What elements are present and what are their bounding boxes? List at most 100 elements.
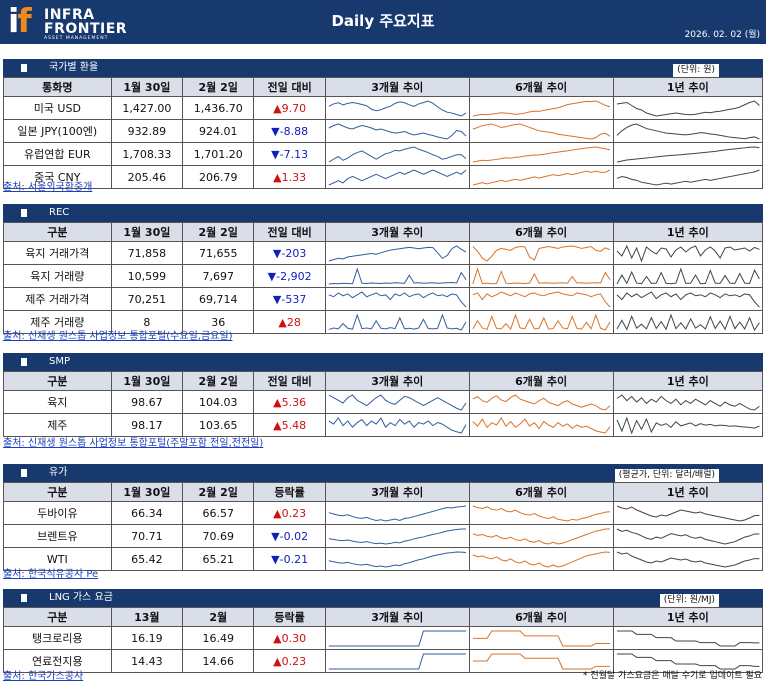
trend-6m-sparkline-line bbox=[473, 631, 610, 646]
trend-1y-sparkline-line bbox=[617, 506, 759, 521]
trend-cell bbox=[468, 165, 614, 189]
source-link[interactable]: 출처: 한국가스공사 bbox=[3, 671, 84, 682]
logo-text-line3: ASSET MANAGEMENT bbox=[44, 36, 109, 41]
column-header: 1월 30일 bbox=[110, 77, 184, 97]
section-unit-label: (단위: 원) bbox=[673, 64, 719, 77]
trend-column-header: 1년 추이 bbox=[612, 77, 764, 97]
trend-cell bbox=[468, 524, 614, 548]
column-header: 1월 30일 bbox=[110, 371, 184, 391]
logo-text-line1: INFRA bbox=[44, 7, 95, 23]
section-marker-icon bbox=[21, 358, 27, 366]
trend-1y-sparkline bbox=[614, 503, 762, 524]
value-current: 7,697 bbox=[182, 264, 255, 288]
table-row: 일본 JPY(100엔) 932.89 924.01 ▼-8.88 bbox=[3, 119, 764, 143]
trend-cell bbox=[324, 96, 470, 120]
trend-1y-sparkline bbox=[614, 289, 762, 310]
trend-1y-sparkline bbox=[614, 243, 762, 264]
trend-cell bbox=[612, 390, 764, 414]
column-header: 2월 2일 bbox=[182, 222, 255, 242]
table-row: 중국 CNY 205.46 206.79 ▲1.33 bbox=[3, 165, 764, 189]
table-row: 유럽연합 EUR 1,708.33 1,701.20 ▼-7.13 bbox=[3, 142, 764, 166]
trend-1y-sparkline bbox=[614, 651, 762, 672]
trend-1y-sparkline bbox=[614, 98, 762, 119]
change-value: ▼-2,902 bbox=[253, 264, 326, 288]
trend-column-header: 3개월 추이 bbox=[324, 77, 470, 97]
column-header: 1월 30일 bbox=[110, 482, 184, 502]
trend-6m-sparkline bbox=[470, 549, 613, 570]
trend-cell bbox=[468, 547, 614, 571]
table-row: 육지 거래량 10,599 7,697 ▼-2,902 bbox=[3, 264, 764, 288]
section-1: REC 구분 1월 30일 2월 2일 전일 대비 3개월 추이 6개월 추이 1년 추이 육지… bbox=[3, 204, 764, 334]
value-current: 70.69 bbox=[182, 524, 255, 548]
trend-cell bbox=[612, 413, 764, 437]
indicator-table: 구분 13월 2월 등락률 3개월 추이 6개월 추이 1년 추이 탱크로리용 16.19 16.… bbox=[3, 607, 764, 673]
row-name: 일본 JPY(100엔) bbox=[3, 119, 112, 143]
trend-3m-sparkline bbox=[326, 549, 469, 570]
trend-3m-sparkline-line bbox=[329, 418, 466, 433]
trend-1y-sparkline-line bbox=[617, 269, 759, 284]
trend-column-header: 1년 추이 bbox=[612, 482, 764, 502]
row-name: 두바이유 bbox=[3, 501, 112, 525]
row-name: 제주 bbox=[3, 413, 112, 437]
page-title: Daily 주요지표 bbox=[331, 12, 435, 30]
trend-1y-sparkline-line bbox=[617, 418, 759, 433]
column-header: 1월 30일 bbox=[110, 222, 184, 242]
trend-1y-sparkline bbox=[614, 167, 762, 188]
trend-3m-sparkline bbox=[326, 526, 469, 547]
source-link[interactable]: 출처: 서울외국환중개 bbox=[3, 182, 93, 193]
trend-6m-sparkline-line bbox=[473, 292, 610, 307]
trend-6m-sparkline bbox=[470, 392, 613, 413]
trend-1y-sparkline-line bbox=[617, 124, 759, 139]
section-marker-icon bbox=[21, 594, 27, 602]
change-value: ▼-0.02 bbox=[253, 524, 326, 548]
row-name: WTI bbox=[3, 547, 112, 571]
report-header: if INFRA FRONTIER ASSET MANAGEMENT Daily… bbox=[0, 0, 766, 44]
trend-1y-sparkline-line bbox=[617, 529, 759, 544]
trend-6m-sparkline bbox=[470, 503, 613, 524]
trend-1y-sparkline-line bbox=[617, 170, 759, 185]
logo-text-line2: FRONTIER bbox=[44, 21, 128, 37]
source-link[interactable]: 출처: 한국석유공사 Pe bbox=[3, 569, 99, 580]
company-logo: if INFRA FRONTIER ASSET MANAGEMENT bbox=[8, 1, 148, 41]
trend-6m-sparkline bbox=[470, 144, 613, 165]
table-header-row: 구분 1월 30일 2월 2일 등락률 3개월 추이 6개월 추이 1년 추이 bbox=[3, 482, 764, 502]
column-header: 2월 2일 bbox=[182, 77, 255, 97]
trend-3m-sparkline-line bbox=[329, 529, 466, 544]
trend-6m-sparkline-line bbox=[473, 124, 610, 139]
row-name: 육지 bbox=[3, 390, 112, 414]
trend-cell bbox=[612, 142, 764, 166]
value-current: 66.57 bbox=[182, 501, 255, 525]
trend-1y-sparkline-line bbox=[617, 631, 759, 646]
trend-1y-sparkline bbox=[614, 415, 762, 436]
footnote: * 전월달 가스요금은 매달 수기로 업데이트 필요 bbox=[583, 671, 762, 681]
section-0: 국가별 환율 (단위: 원) 통화명 1월 30일 2월 2일 전일 대비 3개월 추이 6개… bbox=[3, 59, 764, 189]
column-header: 구분 bbox=[3, 607, 112, 627]
value-current: 36 bbox=[182, 310, 255, 334]
trend-cell bbox=[324, 165, 470, 189]
table-row: WTI 65.42 65.21 ▼-0.21 bbox=[3, 547, 764, 571]
value-prev: 205.46 bbox=[110, 165, 184, 189]
section-title: REC bbox=[49, 207, 70, 218]
value-current: 16.49 bbox=[182, 626, 255, 650]
row-name: 제주 거래가격 bbox=[3, 287, 112, 311]
change-value: ▼-537 bbox=[253, 287, 326, 311]
trend-6m-sparkline-line bbox=[473, 315, 610, 330]
section-header-bar: 국가별 환율 (단위: 원) bbox=[3, 59, 763, 77]
column-header: 구분 bbox=[3, 482, 112, 502]
source-link[interactable]: 출처: 신재생 원스톱 사업정보 통합포털(주말포함 전일,전전일) bbox=[3, 438, 264, 449]
trend-cell bbox=[468, 413, 614, 437]
change-value: ▲5.48 bbox=[253, 413, 326, 437]
column-header: 2월 2일 bbox=[182, 371, 255, 391]
trend-1y-sparkline-line bbox=[617, 315, 759, 330]
table-header-row: 통화명 1월 30일 2월 2일 전일 대비 3개월 추이 6개월 추이 1년 추이 bbox=[3, 77, 764, 97]
trend-3m-sparkline-line bbox=[329, 246, 466, 261]
trend-cell bbox=[468, 142, 614, 166]
row-name: 중국 CNY bbox=[3, 165, 112, 189]
trend-column-header: 3개월 추이 bbox=[324, 482, 470, 502]
trend-cell bbox=[468, 310, 614, 334]
trend-column-header: 6개월 추이 bbox=[468, 482, 614, 502]
trend-3m-sparkline-line bbox=[329, 654, 466, 669]
source-link[interactable]: 출처: 신재생 원스톱 사업정보 통합포털(수요일,금요일) bbox=[3, 331, 233, 342]
change-value: ▼-8.88 bbox=[253, 119, 326, 143]
trend-cell bbox=[324, 119, 470, 143]
